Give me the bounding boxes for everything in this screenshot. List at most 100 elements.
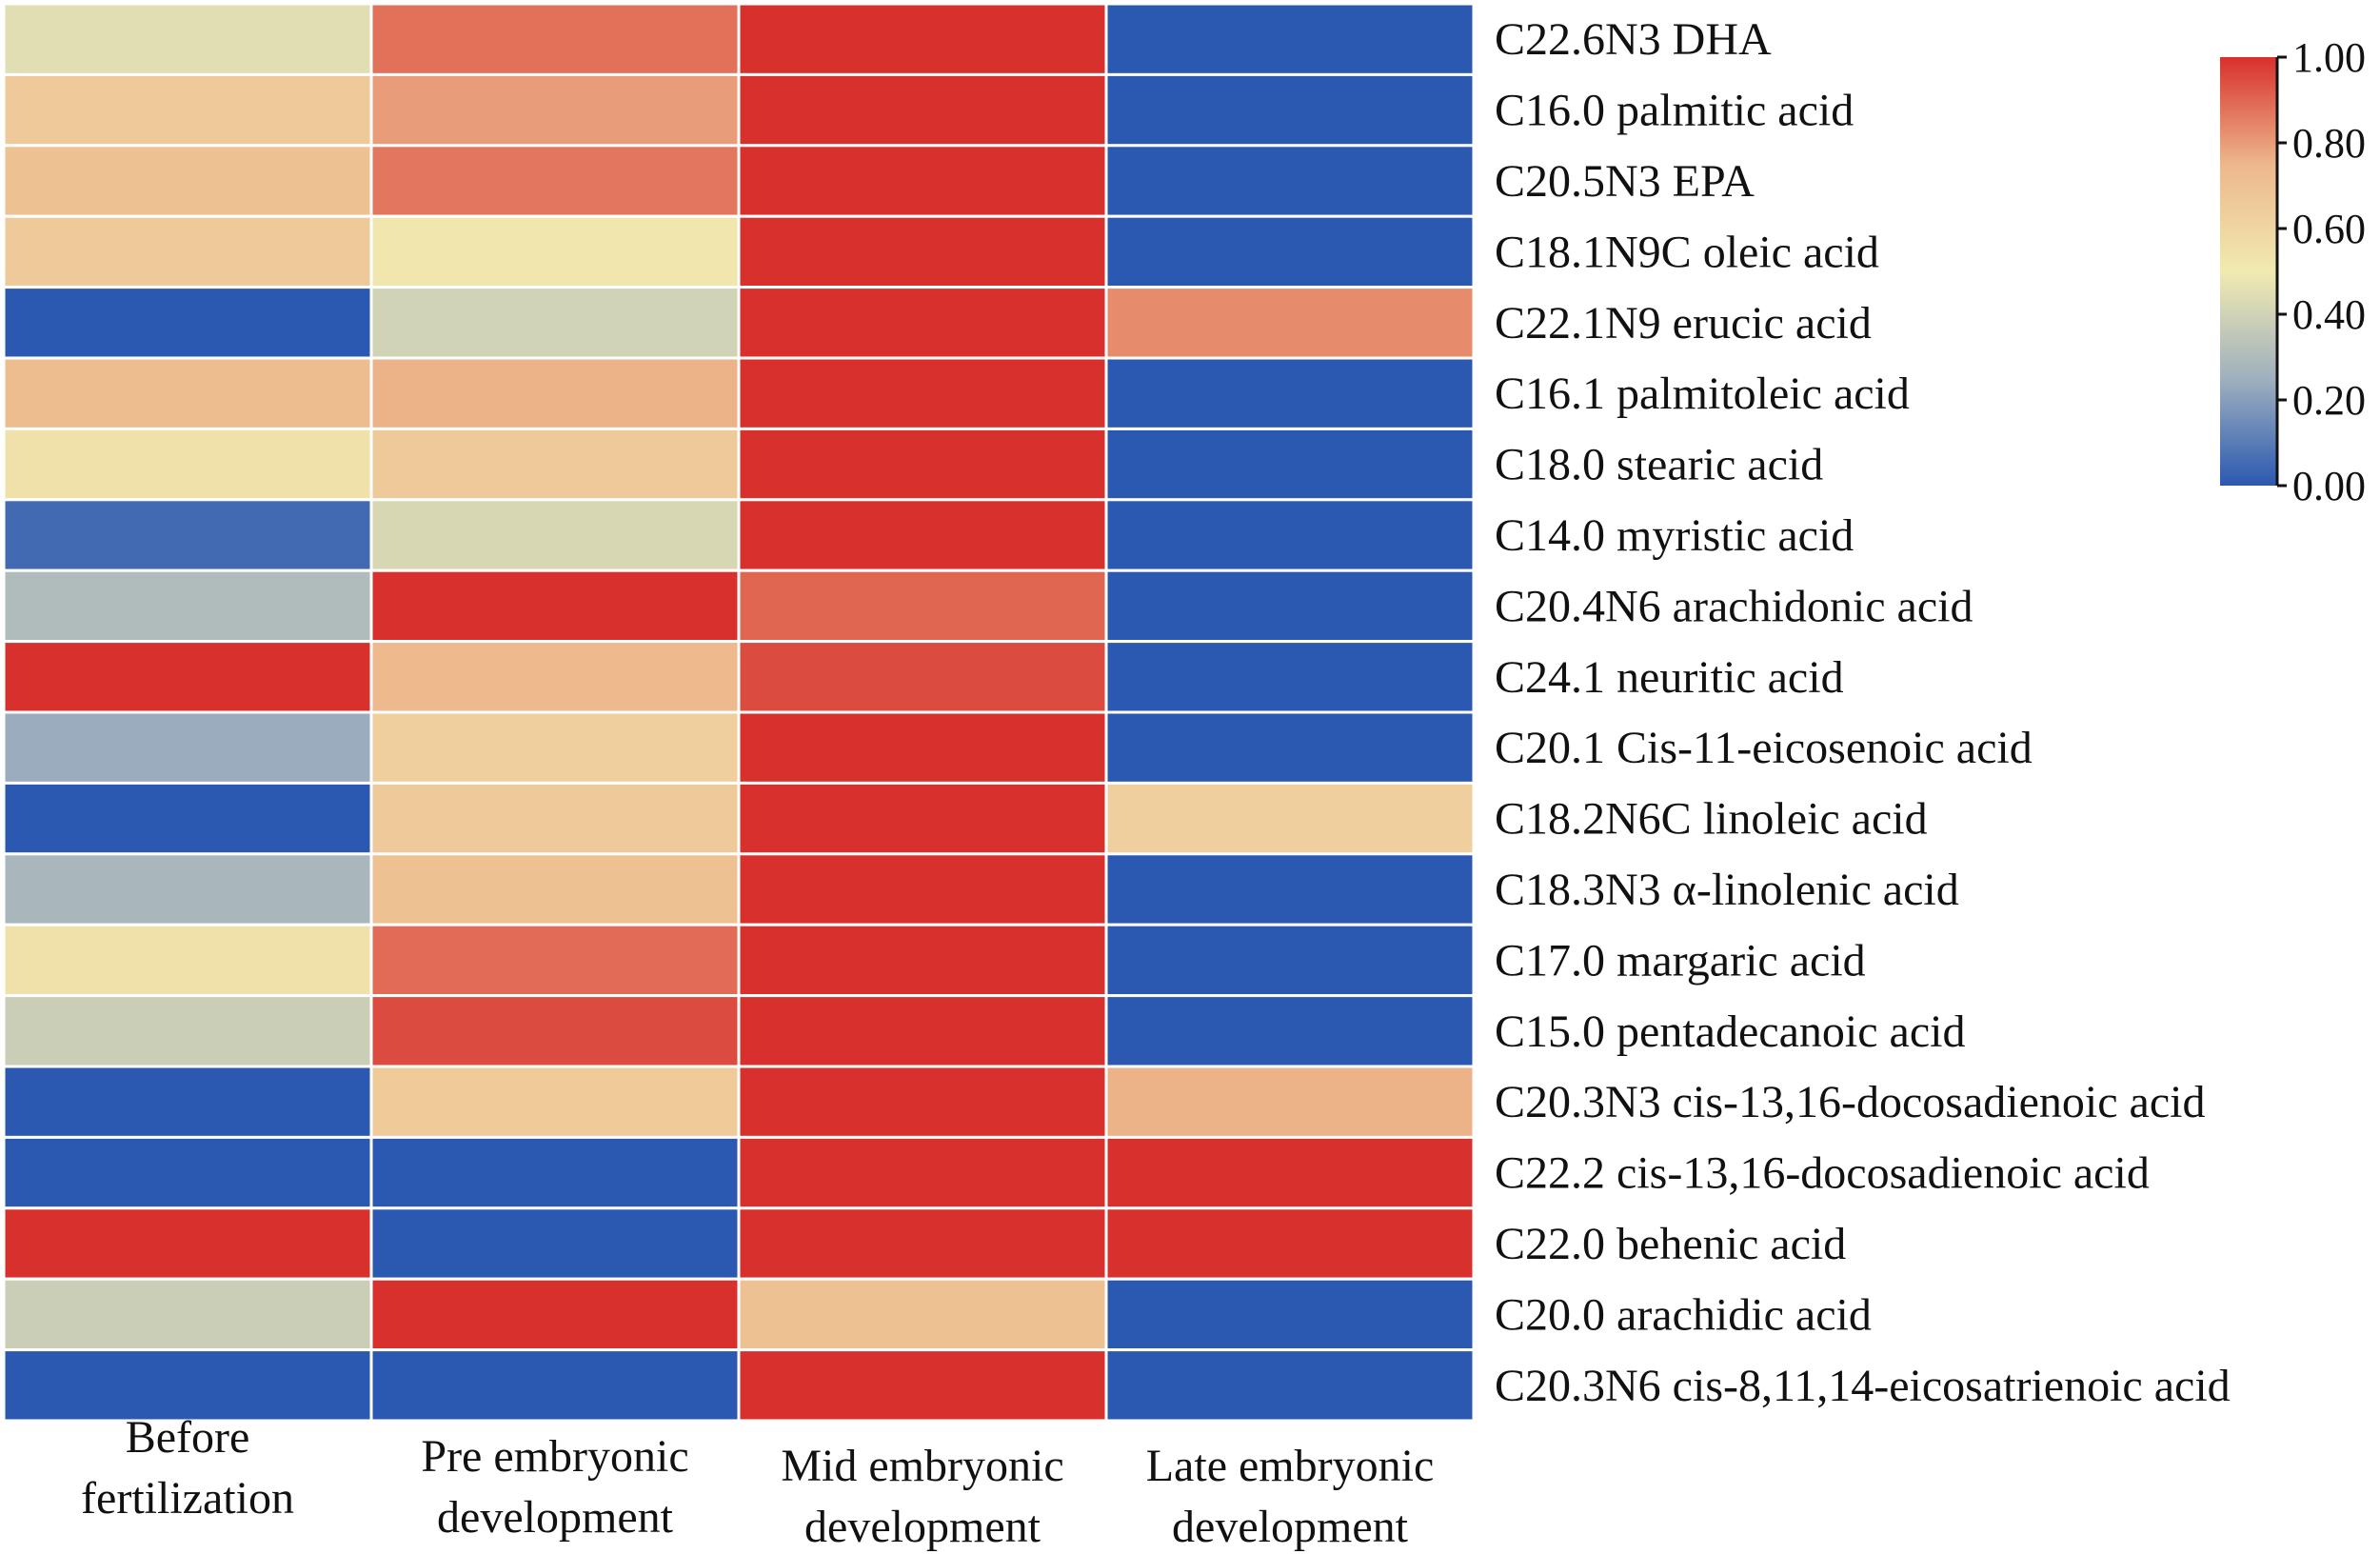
row-labels: C22.6N3 DHA C16.0 palmitic acid C20.5N3 EP… bbox=[1495, 14, 2231, 1411]
row-label: C20.1 Cis-11-eicosenoic acid bbox=[1495, 723, 2033, 773]
heatmap-cell bbox=[1104, 1277, 1476, 1352]
colorbar-tick-label: 0.00 bbox=[2292, 463, 2366, 509]
heatmap-cell bbox=[369, 356, 741, 430]
heatmap-cell bbox=[369, 427, 741, 502]
colorbar-tick-label: 0.20 bbox=[2292, 377, 2366, 424]
colorbar-ticks: 1.00 0.80 0.60 0.40 0.20 0.00 bbox=[2277, 34, 2366, 509]
heatmap-cell bbox=[1104, 1065, 1476, 1139]
column-label: Mid embryonic bbox=[781, 1441, 1063, 1491]
heatmap-cell bbox=[1104, 994, 1476, 1068]
heatmap-cell bbox=[369, 1348, 741, 1423]
heatmap-cell bbox=[737, 356, 1108, 430]
heatmap-cell bbox=[369, 994, 741, 1068]
heatmap-cell bbox=[2, 923, 373, 998]
heatmap-cell bbox=[2, 427, 373, 502]
heatmap-cell bbox=[737, 498, 1108, 572]
row-label: C16.0 palmitic acid bbox=[1495, 86, 1854, 136]
heatmap-cell bbox=[369, 923, 741, 998]
heatmap-cell bbox=[1104, 923, 1476, 998]
heatmap-cell bbox=[2, 1065, 373, 1139]
row-label: C22.6N3 DHA bbox=[1495, 14, 1772, 65]
column-label: Pre embryonic bbox=[421, 1431, 688, 1482]
heatmap-cell bbox=[1104, 286, 1476, 360]
heatmap-cell bbox=[1104, 72, 1476, 148]
heatmap-cell bbox=[737, 427, 1108, 502]
heatmap-cell bbox=[369, 1206, 741, 1281]
heatmap-cell bbox=[2, 356, 373, 430]
column-label: Before bbox=[126, 1412, 250, 1463]
heatmap-cell bbox=[369, 498, 741, 572]
heatmap-cell bbox=[1104, 498, 1476, 572]
column-label: Late embryonic bbox=[1146, 1441, 1435, 1491]
colorbar-tick-label: 1.00 bbox=[2292, 34, 2366, 81]
heatmap-cell bbox=[2, 1348, 373, 1423]
heatmap-cell bbox=[1104, 214, 1476, 289]
heatmap-cell bbox=[369, 1135, 741, 1210]
heatmap-cell bbox=[737, 1348, 1108, 1423]
heatmap-cell bbox=[737, 2, 1108, 76]
heatmap-cell bbox=[2, 498, 373, 572]
heatmap-cell bbox=[1104, 1135, 1476, 1210]
heatmap-cell bbox=[737, 286, 1108, 360]
heatmap-cell bbox=[1104, 1348, 1476, 1423]
colorbar-tick-label: 0.40 bbox=[2292, 291, 2366, 338]
heatmap-cell bbox=[2, 1135, 373, 1210]
heatmap-cell bbox=[1104, 640, 1476, 714]
heatmap-cell bbox=[1104, 1206, 1476, 1281]
row-label: C20.4N6 arachidonic acid bbox=[1495, 581, 1973, 631]
heatmap-cell bbox=[369, 72, 741, 148]
heatmap-cell bbox=[2, 72, 373, 148]
heatmap-cell bbox=[2, 286, 373, 360]
heatmap-cell bbox=[2, 994, 373, 1068]
heatmap-cell bbox=[1104, 2, 1476, 76]
row-label: C20.3N3 cis-13,16-docosadienoic acid bbox=[1495, 1077, 2205, 1127]
heatmap-cells bbox=[2, 2, 1476, 1423]
heatmap-cell bbox=[369, 568, 741, 644]
column-label: fertilization bbox=[81, 1473, 294, 1524]
heatmap-cell bbox=[737, 852, 1108, 926]
heatmap-cell bbox=[1104, 568, 1476, 644]
column-labels: Before fertilization Pre embryonic developm… bbox=[81, 1412, 1434, 1552]
heatmap-cell bbox=[2, 214, 373, 289]
row-label: C18.3N3 α-linolenic acid bbox=[1495, 865, 1959, 915]
row-label: C22.0 behenic acid bbox=[1495, 1219, 1846, 1269]
heatmap-cell bbox=[369, 286, 741, 360]
column-label: development bbox=[1172, 1502, 1409, 1552]
column-label: development bbox=[437, 1492, 674, 1543]
heatmap-cell bbox=[1104, 144, 1476, 218]
heatmap-cell bbox=[2, 710, 373, 785]
heatmap-cell bbox=[369, 852, 741, 926]
colorbar: 1.00 0.80 0.60 0.40 0.20 0.00 bbox=[2220, 34, 2366, 509]
row-label: C15.0 pentadecanoic acid bbox=[1495, 1006, 1965, 1057]
row-label: C16.1 palmitoleic acid bbox=[1495, 369, 1910, 419]
heatmap-cell bbox=[737, 1206, 1108, 1281]
heatmap-cell bbox=[369, 144, 741, 218]
heatmap-cell bbox=[2, 1277, 373, 1352]
heatmap-cell bbox=[737, 1065, 1108, 1139]
heatmap-cell bbox=[369, 214, 741, 289]
row-label: C20.3N6 cis-8,11,14-eicosatrienoic acid bbox=[1495, 1361, 2231, 1411]
heatmap-cell bbox=[2, 1206, 373, 1281]
heatmap-cell bbox=[1104, 710, 1476, 785]
heatmap-cell bbox=[369, 710, 741, 785]
heatmap-cell bbox=[737, 1135, 1108, 1210]
row-label: C18.1N9C oleic acid bbox=[1495, 227, 1879, 277]
heatmap-cell bbox=[2, 781, 373, 856]
heatmap-cell bbox=[737, 214, 1108, 289]
heatmap-cell bbox=[2, 852, 373, 926]
heatmap-cell bbox=[1104, 852, 1476, 926]
heatmap-cell bbox=[369, 2, 741, 76]
heatmap-cell bbox=[737, 144, 1108, 218]
row-label: C14.0 myristic acid bbox=[1495, 510, 1854, 561]
heatmap-cell bbox=[737, 568, 1108, 644]
colorbar-tick-label: 0.60 bbox=[2292, 206, 2366, 252]
heatmap-cell bbox=[1104, 781, 1476, 856]
row-label: C20.0 arachidic acid bbox=[1495, 1289, 1872, 1340]
heatmap-cell bbox=[369, 1065, 741, 1139]
row-label: C17.0 margaric acid bbox=[1495, 935, 1866, 986]
heatmap-cell bbox=[737, 72, 1108, 148]
row-label: C22.1N9 erucic acid bbox=[1495, 298, 1872, 349]
heatmap-cell bbox=[737, 781, 1108, 856]
